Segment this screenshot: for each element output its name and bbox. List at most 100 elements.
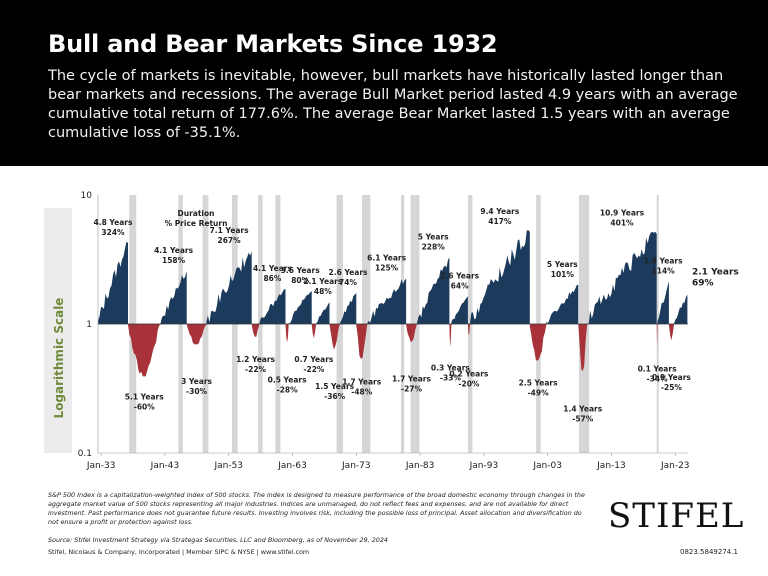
period-duration-label: 0.9 Years xyxy=(652,373,691,382)
bear-market-area xyxy=(311,324,317,339)
axes: 10 1 0.1 Jan-33 Jan-43 Jan-53 Jan-63 Jan-73 Jan-… xyxy=(78,191,690,471)
period-return-label: 417% xyxy=(488,217,512,226)
period-duration-label: 1.8 Years xyxy=(644,256,683,265)
bear-market-area xyxy=(356,324,368,359)
bull-market-area xyxy=(674,294,688,324)
bear-market-area xyxy=(329,324,340,350)
period-return-label: 114% xyxy=(652,266,676,275)
period-return-label: -36% xyxy=(324,392,346,401)
bear-market-area xyxy=(656,324,658,347)
bull-market-area xyxy=(367,278,407,324)
period-duration-label: 2.1 Years xyxy=(303,277,342,286)
period-duration-label: 1.4 Years xyxy=(563,404,602,413)
period-duration-label: 0.1 Years xyxy=(638,364,677,373)
period-duration-label: 10.9 Years xyxy=(600,209,645,218)
document-code: 0823.5849274.1 xyxy=(680,548,738,556)
x-tick-label: Jan-13 xyxy=(596,461,626,471)
period-duration-label: 1.2 Years xyxy=(236,355,275,364)
period-duration-label: 2.6 Years xyxy=(440,271,479,280)
period-duration-label: 0.3 Years xyxy=(431,363,470,372)
period-duration-label: 9.4 Years xyxy=(480,207,519,216)
bear-market-area xyxy=(467,324,470,336)
bear-market-area xyxy=(128,324,161,377)
legend: Duration % Price Return xyxy=(165,209,228,228)
period-duration-label: 3.6 Years xyxy=(281,266,320,275)
period-duration-label: 1.5 Years xyxy=(315,382,354,391)
header-banner: Bull and Bear Markets Since 1932 The cyc… xyxy=(0,0,768,166)
period-return-label: -22% xyxy=(303,365,325,374)
period-return-label: 125% xyxy=(375,264,399,273)
bear-market-area xyxy=(578,324,588,371)
bull-market-area xyxy=(160,270,187,324)
period-return-label: 74% xyxy=(339,278,357,287)
bear-market-area xyxy=(186,324,207,345)
period-duration-label: 4.1 Years xyxy=(253,264,292,273)
period-duration-label: 1.7 Years xyxy=(342,378,381,387)
x-tick-label: Jan-93 xyxy=(469,461,499,471)
period-return-label: -48% xyxy=(351,388,373,397)
stifel-logo: STIFEL xyxy=(608,496,745,536)
x-tick-label: Jan-23 xyxy=(660,461,690,471)
period-duration-label: 5.1 Years xyxy=(125,392,164,401)
period-duration-label: 1.7 Years xyxy=(392,375,431,384)
period-return-label: 101% xyxy=(551,270,575,279)
x-tick-label: Jan-53 xyxy=(213,461,243,471)
period-return-label: 158% xyxy=(162,256,186,265)
period-duration-label: 0.5 Years xyxy=(268,375,307,384)
period-duration-label: 3 Years xyxy=(181,377,212,386)
period-return-label: 401% xyxy=(610,219,634,228)
footer-company: Stifel, Nicolaus & Company, Incorporated… xyxy=(48,548,310,556)
x-tick-label: Jan-83 xyxy=(405,461,435,471)
period-duration-label: 4.1 Years xyxy=(154,246,193,255)
bull-market-area xyxy=(469,230,530,324)
bull-market-area xyxy=(416,257,450,324)
x-tick-label: Jan-63 xyxy=(277,461,307,471)
period-duration-label: 5 Years xyxy=(547,260,578,269)
period-return-label: 86% xyxy=(263,274,281,283)
page-title: Bull and Bear Markets Since 1932 xyxy=(48,30,498,58)
period-duration-label: 5 Years xyxy=(418,232,449,241)
bull-market-area xyxy=(98,241,128,324)
period-return-label: 64% xyxy=(451,281,469,290)
period-return-label: -28% xyxy=(277,385,299,394)
period-duration-label: 6.1 Years xyxy=(367,254,406,263)
period-duration-label: 2.1 Years xyxy=(692,268,739,278)
period-duration-label: 2.5 Years xyxy=(519,379,558,388)
period-return-label: -22% xyxy=(245,365,267,374)
page-description: The cycle of markets is inevitable, howe… xyxy=(48,68,738,141)
footer-source: Source: Stifel Investment Strategy via S… xyxy=(48,536,388,544)
period-return-label: -33% xyxy=(440,373,462,382)
bull-market-area xyxy=(259,289,286,324)
bear-market-area xyxy=(449,324,452,347)
legend-return: % Price Return xyxy=(165,219,228,228)
bull-market-area xyxy=(288,291,312,324)
bull-market-area xyxy=(657,281,669,324)
bear-market-area xyxy=(285,324,289,343)
period-return-label: -30% xyxy=(186,387,208,396)
period-return-label: -25% xyxy=(661,383,683,392)
period-return-label: -49% xyxy=(528,389,550,398)
legend-duration: Duration xyxy=(178,209,215,218)
bull-bear-chart: Logarithmic Scale 10 1 0.1 Jan-33 Jan-43 Jan-… xyxy=(44,191,739,471)
period-return-label: 69% xyxy=(692,279,714,289)
period-duration-label: 2.6 Years xyxy=(329,268,368,277)
period-return-label: -34% xyxy=(647,374,669,383)
footer-notes: S&P 500 Index is a capitalization-weight… xyxy=(48,491,585,526)
bear-market-area xyxy=(668,324,674,341)
period-duration-label: 7.1 Years xyxy=(210,226,249,235)
bear-market-area xyxy=(251,324,260,337)
period-return-label: 324% xyxy=(101,228,125,237)
bull-market-area xyxy=(316,302,330,324)
bull-market-area xyxy=(451,296,468,324)
period-return-label: 267% xyxy=(217,236,241,245)
x-tick-label: Jan-33 xyxy=(86,461,116,471)
bear-market-area xyxy=(529,324,547,361)
bear-market-area xyxy=(406,324,417,342)
bull-market-area xyxy=(587,231,657,324)
market-areas xyxy=(98,230,688,377)
x-tick-label: Jan-03 xyxy=(532,461,562,471)
x-tick-label: Jan-73 xyxy=(341,461,371,471)
y-tick-label: 1 xyxy=(86,320,92,330)
x-tick-label: Jan-43 xyxy=(150,461,180,471)
